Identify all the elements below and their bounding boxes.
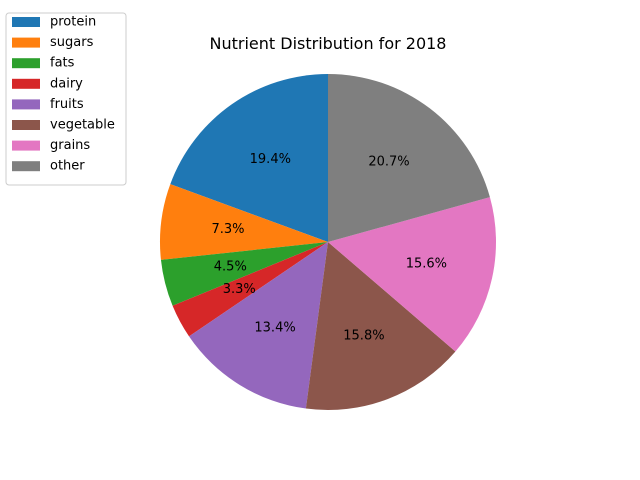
chart-title: Nutrient Distribution for 2018 xyxy=(210,34,447,53)
legend-label-fruits: fruits xyxy=(50,97,84,112)
pie-slice-dairy xyxy=(172,242,328,337)
legend-swatch-grains xyxy=(12,140,40,151)
legend-label-sugars: sugars xyxy=(50,35,94,50)
pie-slice-grains xyxy=(328,197,496,352)
legend-swatch-vegetable xyxy=(12,120,40,130)
legend-label-other: other xyxy=(50,159,85,174)
pie-slice-vegetable xyxy=(305,242,456,410)
pie-percent-labels: 19.4% 7.3% 4.5% 3.3% 13.4% 15.8% 15.6% 20.7% xyxy=(211,152,447,344)
legend-swatch-protein xyxy=(12,17,40,27)
pie-percent-label-grains: 15.6% xyxy=(406,256,447,271)
legend-label-vegetable: vegetable xyxy=(50,118,115,133)
legend-swatch-fruits xyxy=(12,99,40,110)
legend-swatch-other xyxy=(12,161,40,172)
pie-percent-label-vegetable: 15.8% xyxy=(343,329,384,344)
pie-percent-label-other: 20.7% xyxy=(368,154,409,169)
legend-swatch-sugars xyxy=(12,37,40,48)
pie-slice-fruits xyxy=(189,242,328,409)
pie-slice-protein xyxy=(170,74,328,242)
legend-swatch-fats xyxy=(12,58,40,69)
legend-label-protein: protein xyxy=(50,15,96,30)
legend-label-fats: fats xyxy=(50,56,75,71)
legend-label-grains: grains xyxy=(50,138,90,153)
pie-slice-other xyxy=(328,74,490,242)
legend-label-dairy: dairy xyxy=(50,76,83,91)
pie-percent-label-fats: 4.5% xyxy=(214,259,247,274)
pie-percent-label-fruits: 13.4% xyxy=(254,320,295,335)
pie-slice-sugars xyxy=(160,184,328,260)
pie-slice-fats xyxy=(160,242,328,306)
pie-slices xyxy=(160,74,496,410)
pie-percent-label-sugars: 7.3% xyxy=(211,222,244,237)
legend-swatch-dairy xyxy=(12,78,40,89)
pie-percent-label-dairy: 3.3% xyxy=(223,282,256,297)
legend: protein sugars fats dairy fruits vegetable gra… xyxy=(5,12,127,186)
pie-percent-label-protein: 19.4% xyxy=(250,152,291,167)
